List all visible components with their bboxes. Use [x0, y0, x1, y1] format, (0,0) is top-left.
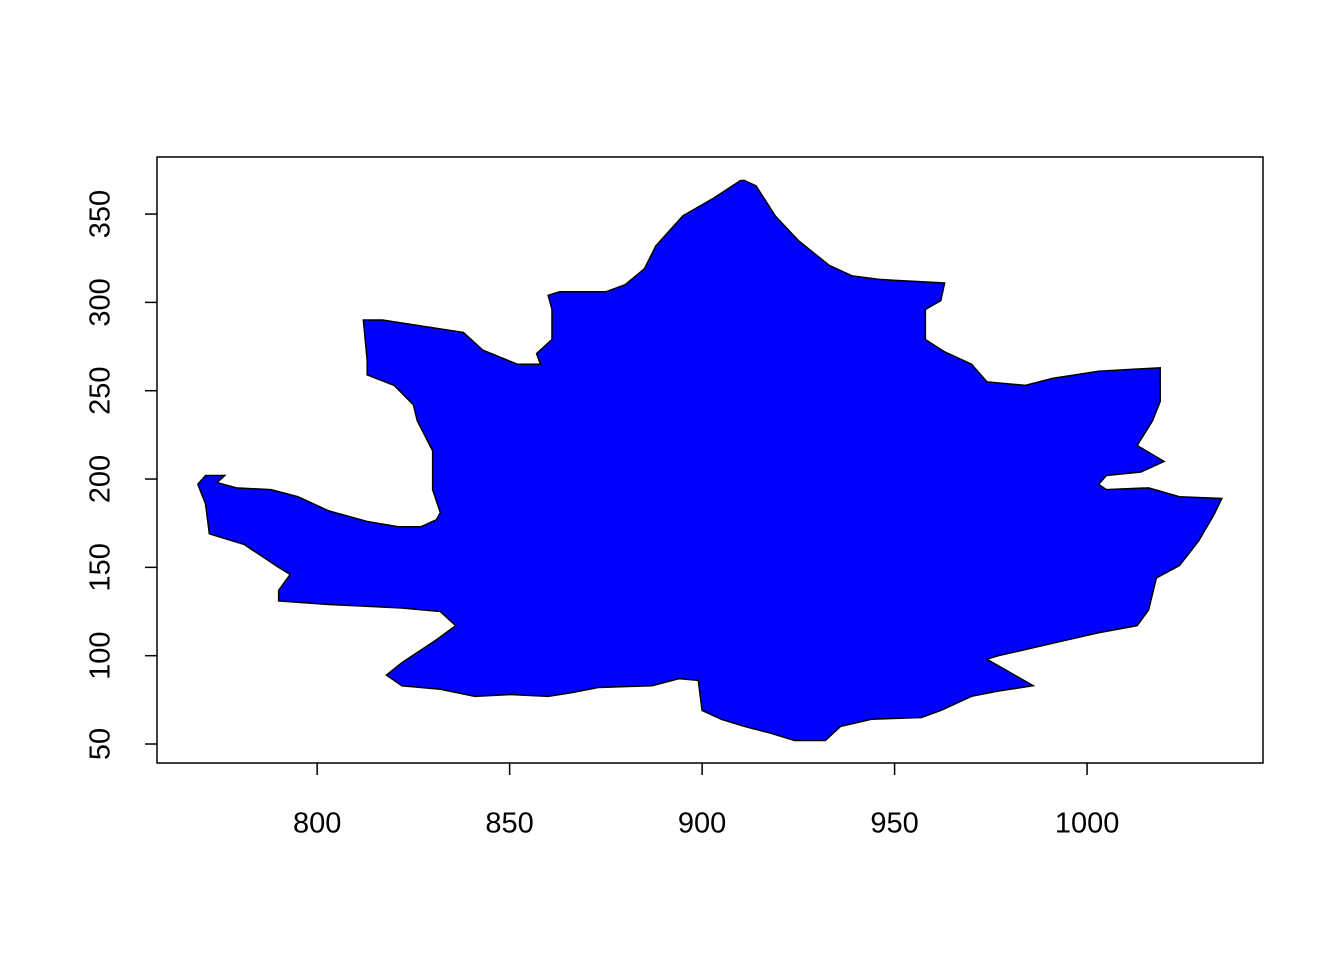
- y-tick-label: 150: [85, 543, 117, 591]
- y-tick-label: 200: [85, 455, 117, 503]
- y-tick-label: 100: [85, 631, 117, 679]
- x-tick-label: 800: [293, 808, 341, 840]
- y-tick-label: 50: [85, 728, 117, 760]
- x-tick-label: 850: [485, 808, 533, 840]
- y-tick-label: 250: [85, 367, 117, 415]
- x-tick-label: 900: [678, 808, 726, 840]
- y-tick-label: 300: [85, 278, 117, 326]
- plot-frame: [156, 156, 1264, 764]
- x-tick-label: 950: [870, 808, 918, 840]
- x-tick-label: 1000: [1055, 808, 1120, 840]
- shape: [196, 179, 1223, 742]
- y-tick-label: 350: [85, 190, 117, 238]
